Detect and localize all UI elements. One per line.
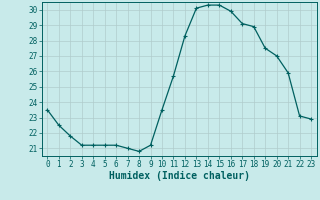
X-axis label: Humidex (Indice chaleur): Humidex (Indice chaleur): [109, 171, 250, 181]
